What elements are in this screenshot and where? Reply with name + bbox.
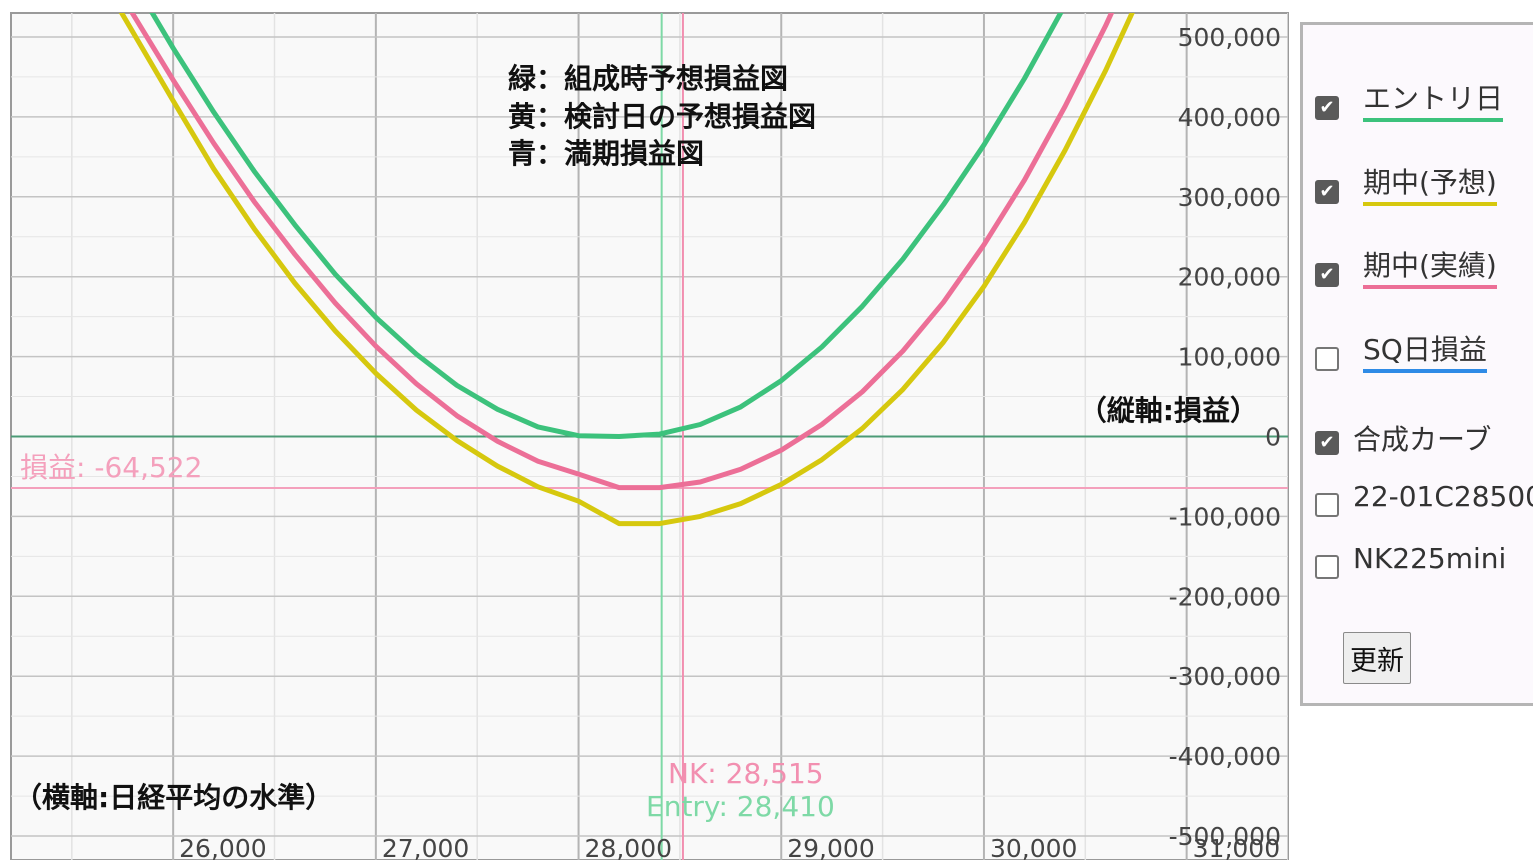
nk225mini-checkbox[interactable] xyxy=(1315,555,1339,579)
series-interim-actual xyxy=(129,13,1115,491)
x-tick-label: 31,000 xyxy=(1193,834,1280,860)
x-tick-label: 26,000 xyxy=(179,834,266,860)
nk225mini-label: NK225mini xyxy=(1353,542,1507,575)
y-tick-label: -200,000 xyxy=(1169,582,1281,611)
update-button[interactable]: 更新 xyxy=(1343,632,1411,684)
series-entry-day xyxy=(149,13,1064,439)
y-axis-note: （縦軸:損益） xyxy=(1079,394,1258,427)
x-tick-label: 29,000 xyxy=(787,834,874,860)
x-tick-labels: 26,000 27,000 28,000 29,000 30,000 31,000 xyxy=(179,834,1280,860)
x-tick-label: 27,000 xyxy=(382,834,469,860)
series-lines xyxy=(118,13,1135,527)
y-tick-label: 400,000 xyxy=(1178,103,1281,132)
note-green: 緑：組成時予想損益図 xyxy=(508,62,788,95)
y-tick-label: 100,000 xyxy=(1178,343,1281,372)
composite-curve-checkbox[interactable]: ✔ xyxy=(1315,431,1339,455)
22-01c28500-label: 22-01C28500 xyxy=(1353,480,1533,513)
note-blue: 青：満期損益図 xyxy=(508,137,704,170)
y-tick-label: 0 xyxy=(1265,423,1281,452)
y-tick-labels: 500,000 400,000 300,000 200,000 100,000 0 -100… xyxy=(1169,23,1281,851)
y-tick-label: -400,000 xyxy=(1169,742,1281,771)
x-tick-label: 30,000 xyxy=(990,834,1077,860)
x-axis-note: （横軸:日経平均の水準） xyxy=(14,781,333,814)
sq-day-checkbox[interactable] xyxy=(1315,347,1339,371)
y-tick-label: -300,000 xyxy=(1169,662,1281,691)
nk-marker-label: NK: 28,515 xyxy=(668,757,824,790)
legend-panel: ✔ エントリ日 ✔ 期中(予想) ✔ 期中(実績) SQ日損益 ✔ 合成カーブ … xyxy=(1300,22,1533,706)
interim-forecast-checkbox[interactable]: ✔ xyxy=(1315,180,1339,204)
pl-value-label: 損益: -64,522 xyxy=(20,451,202,484)
22-01c28500-checkbox[interactable] xyxy=(1315,493,1339,517)
y-tick-label: 500,000 xyxy=(1178,23,1281,52)
y-tick-label: -100,000 xyxy=(1169,502,1281,531)
interim-actual-label: 期中(実績) xyxy=(1363,244,1497,289)
sq-day-label: SQ日損益 xyxy=(1363,328,1487,373)
y-tick-label: -500,000 xyxy=(1169,822,1281,851)
y-tick-label: 200,000 xyxy=(1178,263,1281,292)
series-interim-forecast xyxy=(118,13,1135,527)
y-tick-label: 300,000 xyxy=(1178,183,1281,212)
entry-day-checkbox[interactable]: ✔ xyxy=(1315,96,1339,120)
entry-marker-label: Entry: 28,410 xyxy=(646,790,835,823)
note-yellow: 黄：検討日の予想損益図 xyxy=(508,100,816,133)
x-tick-label: 28,000 xyxy=(585,834,672,860)
interim-forecast-label: 期中(予想) xyxy=(1363,161,1497,206)
composite-curve-label: 合成カーブ xyxy=(1353,423,1492,456)
entry-day-label: エントリ日 xyxy=(1363,77,1504,122)
interim-actual-checkbox[interactable]: ✔ xyxy=(1315,263,1339,287)
